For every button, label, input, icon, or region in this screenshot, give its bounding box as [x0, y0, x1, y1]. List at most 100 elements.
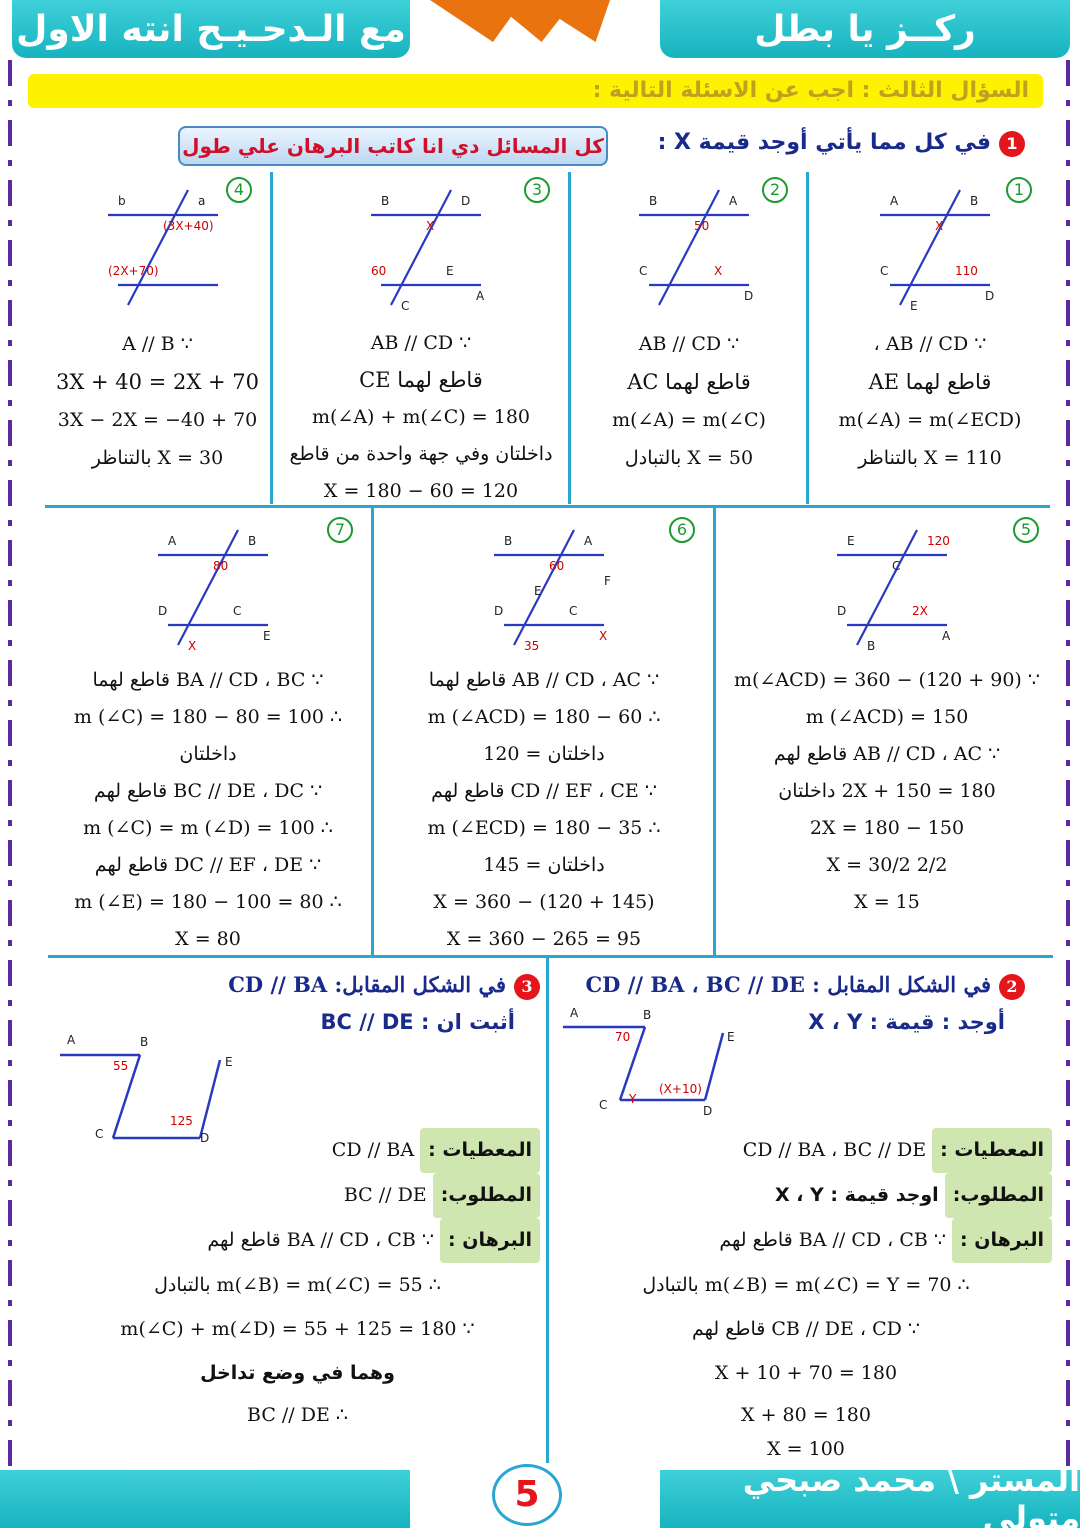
problem-number: 5	[1013, 517, 1039, 543]
diagram-label: D	[837, 604, 846, 618]
solution-line: ∵ AB // CD ، AC قاطع لهم	[773, 743, 1001, 765]
diagram-label: B	[643, 1008, 651, 1022]
divider	[371, 507, 374, 955]
solution-line: داخلتان = 145	[483, 854, 605, 876]
diagram-label: A	[584, 534, 593, 548]
diagram-label: D	[985, 289, 994, 303]
diagram-label: B	[867, 639, 875, 653]
problem-number: 1	[1006, 177, 1032, 203]
required-label: المطلوب:	[944, 1173, 1052, 1218]
diagram-label: A	[476, 289, 485, 303]
proof-line: X + 80 = 180	[741, 1404, 871, 1426]
diagram-label: 125	[170, 1114, 193, 1128]
proof-line: ∵ BA // CD ، CB قاطع لهم	[207, 1229, 434, 1251]
solution-line: m (∠ACD) = 150	[805, 706, 969, 728]
diagram-label: D	[461, 194, 470, 208]
q2-title: في الشكل المقابل : CD // BA ، BC // DE	[585, 972, 991, 997]
given-label: المعطيات :	[420, 1128, 540, 1173]
diagram-label: E	[534, 584, 542, 598]
solution-line: X = 180 − 60 = 120	[323, 480, 519, 502]
solution-line: 2/2 X = 30/2	[826, 854, 948, 876]
solution-line: X = 360 − (120 + 145)	[433, 891, 655, 913]
solution-line: X = 50 بالتبادل	[624, 447, 754, 469]
q3-title: في الشكل المقابل: CD // BA	[228, 972, 506, 997]
solution-line: ∴ m (∠ECD) = 180 − 35	[427, 817, 661, 839]
decorative-shape	[430, 0, 610, 42]
diagram-label: B	[504, 534, 512, 548]
solution-line: قاطع لهما AE	[868, 370, 992, 394]
solution-line: ∵ AB // CD	[370, 332, 472, 354]
diagram-label: 80	[213, 559, 228, 573]
diagram-label: D	[200, 1131, 209, 1145]
diagram-label: B	[248, 534, 256, 548]
solution-line: ∵ AB // CD	[638, 333, 740, 355]
diagram-label: A	[942, 629, 951, 643]
solution-line: 2X = 180 − 150	[809, 817, 965, 839]
solution-line: ∵ A // B	[122, 333, 193, 355]
solution-line: قاطع لهما CE	[359, 368, 483, 392]
solution-line: X = 80	[175, 928, 241, 950]
solution-line: X = 360 − 265 = 95	[446, 928, 642, 950]
diagram-label: C	[401, 299, 409, 313]
problem-solution: ∵ A // B 3X + 40 = 2X + 70 3X − 2X = −40 +…	[45, 325, 270, 477]
diagram-label: 50	[694, 219, 709, 233]
diagram-label: D	[158, 604, 167, 618]
q3-number: 3	[514, 974, 540, 1000]
proof-line: ∵ m(∠C) + m(∠D) = 55 + 125 = 180	[120, 1318, 475, 1340]
header-right-title: ركــز يا بطل	[660, 0, 1070, 58]
solution-line: m(∠A) + m(∠C) = 180	[311, 406, 531, 428]
divider	[806, 172, 809, 504]
q3-solution: المعطيات : CD // BA المطلوب: BC // DE ال…	[55, 1128, 540, 1435]
problem-solution: ∵ AB // CD قاطع لهما AC m(∠A) = m(∠C) X = 5…	[572, 325, 806, 477]
footer-author: المستر \ محمد صبحي متولي	[660, 1461, 1080, 1537]
proof-label: البرهان :	[952, 1218, 1052, 1263]
q1-heading: 1 في كل مما يأتي أوجد قيمة X :	[658, 130, 1025, 157]
diagram-label: (3X+40)	[163, 219, 214, 233]
problem-diagram: A B X C 110 D E	[880, 189, 994, 313]
problem-diagram: b a (3X+40) (2X+70)	[107, 189, 218, 306]
diagram-label: B	[381, 194, 389, 208]
diagram-label: F	[604, 574, 611, 588]
diagram-label: B	[649, 194, 657, 208]
diagram-label: D	[703, 1104, 712, 1118]
solution-line: X = 30 بالتناظر	[91, 447, 224, 469]
q1-number: 1	[999, 131, 1025, 157]
diagram-label: A	[570, 1006, 579, 1020]
diagram-label: A	[890, 194, 899, 208]
problem-diagram: B A 60 D C X 35 E F	[494, 529, 611, 653]
diagram-label: D	[494, 604, 503, 618]
solution-line: ∴ m (∠C) = m (∠D) = 100	[83, 817, 333, 839]
proof-note: كل المسائل دي انا كاتب البرهان علي طول	[178, 126, 608, 166]
proof-label: البرهان :	[440, 1218, 540, 1263]
problem-number: 6	[669, 517, 695, 543]
proof-line: X = 100	[767, 1438, 845, 1460]
problem-number: 2	[762, 177, 788, 203]
diagram-label: Y	[628, 1092, 637, 1106]
divider	[546, 958, 549, 1463]
solution-line: X = 110 بالتناظر	[858, 447, 1002, 469]
left-border	[8, 60, 12, 1470]
problem-diagram: E 120 C D 2X A B	[837, 529, 951, 653]
solution-line: ∴ m (∠ACD) = 180 − 60	[427, 706, 661, 728]
solution-line: X = 15	[854, 891, 920, 913]
diagram-label: A	[67, 1033, 76, 1047]
proof-line: ∴ m(∠B) = m(∠C) = 55 بالتبادل	[154, 1274, 441, 1296]
problem-solution: ∵ m(∠ACD) = 360 − (120 + 90) m (∠ACD) = 1…	[717, 662, 1057, 921]
solution-line: ∴ m (∠C) = 180 − 80 = 100	[73, 706, 343, 728]
solution-line: داخلتان	[179, 743, 237, 765]
q2-required: اوجد قيمة : X ، Y	[774, 1184, 939, 1206]
problem-number: 3	[524, 177, 550, 203]
solution-line: داخلتان وفي جهة واحدة من قاطع	[289, 443, 553, 465]
diagram-label: C	[233, 604, 241, 618]
page-number: 5	[492, 1464, 562, 1526]
diagram-label: C	[880, 264, 888, 278]
diagram-label: C	[599, 1098, 607, 1112]
q1-title: في كل مما يأتي أوجد قيمة X :	[657, 130, 991, 155]
diagram-label: E	[263, 629, 271, 643]
diagram-label: D	[744, 289, 753, 303]
diagram-label: A	[168, 534, 177, 548]
diagram-label: X	[714, 264, 722, 278]
q2-block: 2في الشكل المقابل : CD // BA ، BC // DE …	[555, 972, 1025, 1034]
problem-number: 4	[226, 177, 252, 203]
solution-line: ∵ AB // CD ، AC قاطع لهما	[428, 669, 660, 691]
